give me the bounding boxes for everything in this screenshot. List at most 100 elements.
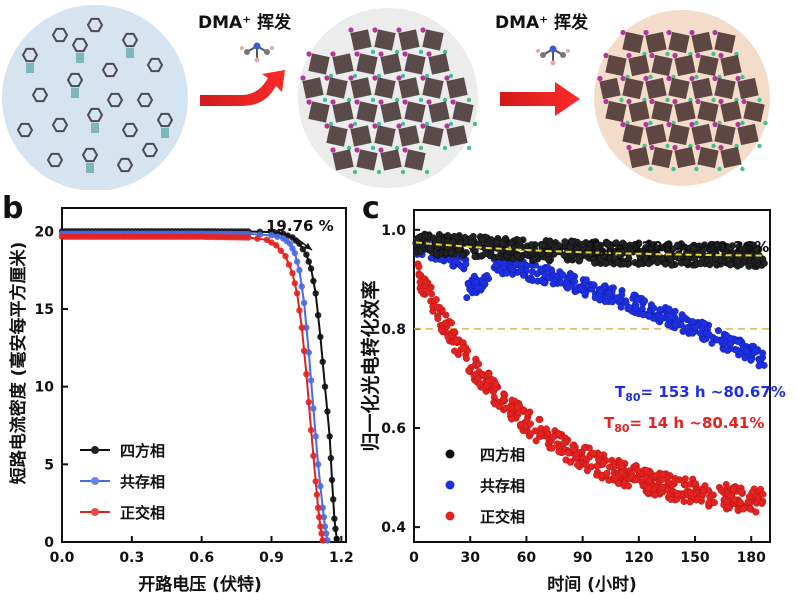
y-tick-label-c: 0.6 [381, 421, 406, 437]
octahedron [651, 146, 673, 169]
data-point [300, 299, 308, 306]
data-point [293, 290, 301, 297]
data-point [498, 239, 506, 247]
data-point [554, 429, 562, 437]
data-point [293, 258, 301, 265]
data-point [692, 480, 700, 488]
octahedron [599, 77, 621, 100]
cation-atom [352, 169, 358, 175]
data-point [273, 242, 280, 249]
data-point [317, 523, 324, 530]
data-point [737, 499, 745, 507]
data-point [548, 444, 556, 452]
ring-molecule [121, 32, 139, 48]
octahedron [651, 100, 673, 123]
octahedron [628, 146, 650, 169]
ring-molecule [141, 142, 159, 158]
halide-atom [378, 147, 384, 153]
halide-atom [306, 51, 312, 57]
data-point [706, 493, 714, 501]
y-tick-label-b: 0 [44, 535, 54, 551]
cation-atom [424, 73, 430, 79]
octahedron [622, 31, 644, 54]
octahedron [674, 100, 696, 123]
data-point [433, 303, 441, 311]
data-point [458, 251, 466, 259]
data-point [495, 253, 503, 261]
data-point [620, 246, 628, 254]
data-point [660, 471, 668, 479]
y-axis-label-c: 归一化光电转化效率 [359, 280, 382, 451]
halide-atom [426, 99, 432, 105]
cation-atom [346, 145, 352, 151]
legend-label-orthorhombic: 正交相 [480, 508, 525, 526]
ring-molecule [146, 57, 164, 73]
data-point [310, 405, 317, 412]
data-point [462, 354, 470, 362]
octahedron [350, 29, 372, 51]
cation-block [76, 53, 84, 63]
data-point [441, 319, 449, 327]
octahedron [332, 101, 354, 123]
data-point [564, 284, 572, 292]
data-point [689, 318, 697, 326]
dma-molecule-icon [536, 45, 570, 66]
halide-atom [420, 123, 426, 129]
data-point [303, 324, 310, 331]
data-point [599, 251, 607, 259]
halide-atom [402, 51, 408, 57]
data-point [603, 469, 611, 477]
data-point [566, 458, 574, 466]
data-point [645, 484, 653, 492]
legend-item-orthorhombic: 正交相 [80, 504, 165, 522]
data-point [328, 476, 336, 484]
data-point [605, 476, 613, 484]
data-point [319, 504, 326, 511]
data-point [625, 254, 633, 262]
octahedron [356, 101, 378, 123]
ring-molecule [101, 62, 119, 78]
octahedron [404, 101, 426, 123]
halide-atom [354, 99, 360, 105]
ring-molecule [71, 37, 89, 53]
data-point [759, 490, 767, 498]
halide-atom [649, 98, 655, 105]
halide-atom [324, 123, 330, 129]
ring-molecule [51, 27, 69, 43]
halide-atom [695, 98, 701, 105]
cation-atom [711, 97, 716, 103]
data-point [452, 337, 460, 345]
halide-atom [402, 147, 408, 153]
data-point [307, 265, 315, 272]
data-point [568, 271, 576, 279]
cation-atom [418, 49, 424, 55]
cation-atom [648, 120, 653, 126]
ring-molecule [66, 72, 84, 88]
octahedron [380, 53, 402, 75]
jv-plot-area: 0.0 0.3 0.6 0.9 1.2 0 5 10 15 20 [35, 207, 354, 566]
data-point [274, 233, 281, 240]
halide-atom [649, 52, 655, 59]
data-point [658, 314, 666, 322]
data-point [317, 333, 324, 341]
data-point [582, 461, 590, 469]
halide-atom [348, 123, 354, 129]
y-tick-label-c: 0.4 [381, 520, 406, 536]
data-point [314, 461, 322, 468]
data-point [316, 513, 323, 521]
plot-frame-b [61, 207, 347, 543]
data-point [263, 236, 271, 243]
legend-item-tetragonal: 四方相 [445, 446, 525, 464]
octahedron [668, 123, 690, 146]
data-point [597, 286, 605, 294]
cation-atom [466, 97, 472, 103]
cation-atom [376, 169, 382, 175]
data-point [468, 238, 476, 246]
efficiency-annotation: 19.76 % [266, 217, 334, 235]
data-point [664, 479, 672, 487]
data-point [291, 280, 298, 287]
annotation-arrowhead [304, 243, 312, 250]
octahedron [398, 125, 420, 147]
data-point [307, 377, 315, 384]
data-point [661, 260, 669, 268]
